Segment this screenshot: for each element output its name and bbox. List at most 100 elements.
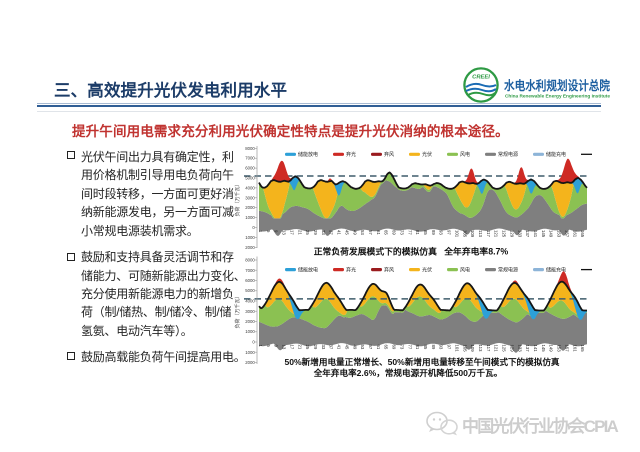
- svg-text:73: 73: [399, 345, 404, 350]
- svg-text:全年弃电率2.6%，常规电源开机降低500万千瓦。: 全年弃电率2.6%，常规电源开机降低500万千瓦。: [313, 367, 503, 378]
- svg-text:储能放电: 储能放电: [298, 267, 318, 274]
- svg-text:101: 101: [454, 230, 459, 238]
- svg-text:风电: 风电: [460, 267, 470, 274]
- svg-text:8000: 8000: [245, 146, 255, 151]
- svg-text:1000: 1000: [245, 329, 255, 334]
- svg-text:弃风: 弃风: [384, 151, 394, 158]
- svg-text:弃风: 弃风: [384, 267, 394, 274]
- svg-text:41: 41: [337, 345, 342, 350]
- svg-text:141: 141: [533, 345, 538, 353]
- svg-text:125: 125: [502, 345, 507, 353]
- svg-text:2000: 2000: [245, 245, 255, 250]
- svg-text:风电: 风电: [460, 151, 470, 158]
- svg-text:77: 77: [407, 345, 412, 350]
- svg-text:光伏: 光伏: [422, 151, 432, 158]
- svg-text:101: 101: [454, 345, 459, 353]
- svg-text:137: 137: [525, 230, 530, 238]
- svg-text:93: 93: [439, 345, 444, 350]
- svg-text:121: 121: [494, 230, 499, 238]
- svg-text:49: 49: [352, 345, 357, 350]
- svg-text:45: 45: [344, 230, 349, 235]
- svg-text:5000: 5000: [245, 288, 255, 293]
- svg-text:China Renewable Energy Enginee: China Renewable Energy Engineering Insti…: [505, 94, 611, 99]
- svg-text:7000: 7000: [245, 156, 255, 161]
- svg-text:常规电源: 常规电源: [498, 267, 518, 274]
- svg-text:113: 113: [478, 230, 483, 237]
- svg-text:141: 141: [533, 230, 538, 238]
- svg-text:161: 161: [572, 230, 577, 238]
- svg-text:水电水利规划设计总院: 水电水利规划设计总院: [504, 78, 610, 93]
- svg-text:1: 1: [258, 345, 263, 348]
- svg-text:4000: 4000: [245, 185, 255, 190]
- svg-text:81: 81: [415, 230, 420, 235]
- svg-text:21: 21: [297, 345, 302, 350]
- svg-text:129: 129: [509, 230, 514, 238]
- svg-text:61: 61: [376, 345, 381, 350]
- svg-text:93: 93: [439, 230, 444, 235]
- svg-text:149: 149: [549, 345, 554, 353]
- svg-text:145: 145: [541, 345, 546, 353]
- svg-text:85: 85: [423, 345, 428, 350]
- svg-text:1000: 1000: [245, 215, 255, 220]
- svg-text:105: 105: [462, 345, 467, 353]
- svg-text:0: 0: [252, 340, 255, 345]
- svg-text:157: 157: [564, 345, 569, 353]
- svg-text:129: 129: [509, 345, 514, 353]
- svg-text:3000: 3000: [245, 309, 255, 314]
- svg-text:储能充电: 储能充电: [546, 151, 566, 158]
- svg-text:57: 57: [368, 230, 373, 235]
- svg-text:85: 85: [423, 230, 428, 235]
- svg-text:21: 21: [297, 230, 302, 235]
- svg-text:69: 69: [392, 230, 397, 235]
- svg-text:5000: 5000: [245, 176, 255, 181]
- svg-text:7000: 7000: [245, 268, 255, 273]
- svg-text:97: 97: [447, 230, 452, 235]
- svg-text:负荷（万千瓦）: 负荷（万千瓦）: [234, 293, 241, 328]
- svg-text:45: 45: [344, 345, 349, 350]
- svg-text:121: 121: [494, 345, 499, 353]
- svg-text:6000: 6000: [245, 278, 255, 283]
- svg-text:65: 65: [384, 345, 389, 350]
- svg-text:13: 13: [282, 345, 287, 350]
- svg-text:69: 69: [392, 345, 397, 350]
- svg-text:41: 41: [337, 230, 342, 235]
- svg-text:113: 113: [478, 345, 483, 352]
- svg-text:1000: 1000: [245, 350, 255, 355]
- svg-text:117: 117: [486, 345, 491, 352]
- svg-text:8000: 8000: [245, 258, 255, 263]
- svg-text:25: 25: [305, 345, 310, 350]
- svg-text:50%新增用电量正常增长、50%新增用电量转移至午间模式下的: 50%新增用电量正常增长、50%新增用电量转移至午间模式下的模拟仿真: [284, 356, 559, 367]
- svg-text:储能充电: 储能充电: [546, 267, 566, 274]
- svg-text:133: 133: [517, 230, 522, 238]
- svg-text:133: 133: [517, 345, 522, 353]
- svg-text:165: 165: [580, 345, 585, 353]
- svg-text:6000: 6000: [245, 166, 255, 171]
- svg-text:157: 157: [564, 230, 569, 238]
- svg-text:37: 37: [329, 230, 334, 235]
- svg-text:57: 57: [368, 345, 373, 350]
- svg-text:153: 153: [557, 230, 562, 238]
- svg-text:13: 13: [282, 230, 287, 235]
- svg-text:弃光: 弃光: [346, 151, 356, 158]
- svg-text:29: 29: [313, 230, 318, 235]
- svg-text:1: 1: [258, 230, 263, 233]
- svg-text:4000: 4000: [245, 299, 255, 304]
- svg-text:2000: 2000: [245, 205, 255, 210]
- svg-text:常规电源: 常规电源: [498, 151, 518, 158]
- svg-text:149: 149: [549, 230, 554, 238]
- svg-text:53: 53: [360, 345, 365, 350]
- svg-text:CREEI: CREEI: [472, 75, 490, 81]
- svg-text:33: 33: [321, 230, 326, 235]
- svg-text:89: 89: [431, 345, 436, 350]
- svg-text:5: 5: [266, 230, 271, 233]
- svg-text:5: 5: [266, 345, 271, 348]
- svg-text:81: 81: [415, 345, 420, 350]
- svg-text:储能放电: 储能放电: [298, 151, 318, 158]
- svg-text:109: 109: [470, 345, 475, 353]
- svg-text:17: 17: [289, 345, 294, 350]
- svg-text:145: 145: [541, 230, 546, 238]
- svg-text:9: 9: [274, 345, 279, 348]
- svg-text:73: 73: [399, 230, 404, 235]
- svg-text:137: 137: [525, 345, 530, 353]
- svg-text:正常负荷发展模式下的模拟仿真 全年弃电率8.7%: 正常负荷发展模式下的模拟仿真 全年弃电率8.7%: [314, 246, 509, 257]
